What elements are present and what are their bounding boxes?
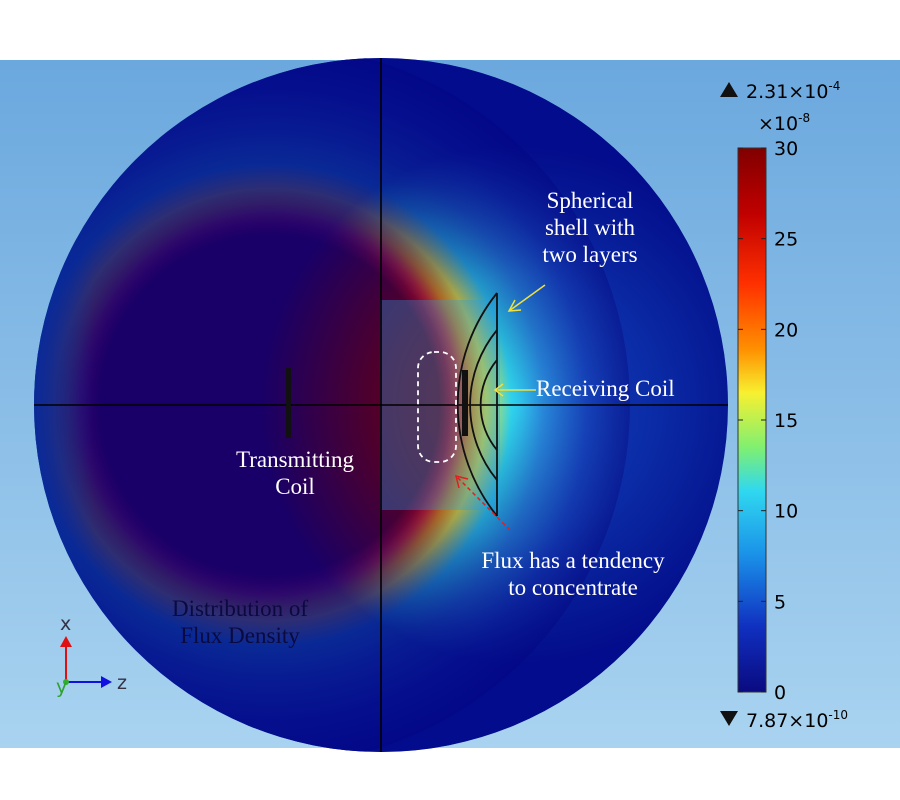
axis-x-label: x — [60, 613, 71, 635]
colorbar-max-value: 2.31×10-4 — [746, 79, 840, 103]
colorbar-tick-label: 10 — [774, 501, 798, 523]
flux-tendency-label: Flux has a tendency to concentrate — [448, 547, 698, 601]
max-marker-icon — [720, 82, 738, 97]
transmitting-coil-label: Transmitting Coil — [205, 446, 385, 500]
distribution-label: Distribution of Flux Density — [140, 595, 340, 649]
colorbar-multiplier: ×10-8 — [758, 111, 810, 135]
axis-y-label: y — [56, 676, 67, 698]
colorbar-ticks: 30 25 20 15 10 5 0 — [738, 138, 798, 704]
colorbar-tick-label: 0 — [774, 682, 786, 704]
flux-tendency-line-1: Flux has a tendency — [481, 548, 665, 573]
distribution-line-2: Flux Density — [180, 623, 300, 648]
transmitting-coil-line-1: Transmitting — [235, 447, 354, 472]
spherical-shell-outline — [456, 292, 498, 517]
receiving-coil-label: Receiving Coil — [536, 376, 675, 401]
axes-triad: x z y — [56, 613, 127, 698]
transmitting-coil-line-2: Coil — [275, 474, 315, 499]
flux-pointer-arrow — [454, 474, 511, 531]
colorbar-tick-label: 15 — [774, 410, 798, 432]
transmitting-coil-bar — [286, 368, 291, 438]
distribution-line-1: Distribution of — [171, 596, 309, 621]
flux-tendency-line-2: to concentrate — [508, 575, 638, 600]
receiving-coil-pointer-arrow — [493, 383, 536, 397]
colorbar-tick-label: 25 — [774, 229, 798, 251]
min-marker-icon — [720, 711, 738, 726]
colorbar-tick-label: 30 — [774, 138, 798, 160]
axis-z-label: z — [117, 672, 127, 694]
spherical-shell-line-3: two layers — [542, 242, 638, 267]
receiving-coil-bar — [462, 370, 468, 436]
shell-pointer-arrow — [507, 284, 546, 312]
colorbar-tick-label: 20 — [774, 319, 798, 341]
colorbar-min-value: 7.87×10-10 — [746, 708, 848, 732]
spherical-shell-label: Spherical shell with two layers — [510, 187, 670, 268]
spherical-shell-line-1: Spherical — [546, 188, 634, 213]
spherical-shell-line-2: shell with — [544, 215, 636, 240]
colorbar-tick-label: 5 — [774, 591, 786, 613]
flux-concentration-region — [417, 351, 457, 463]
